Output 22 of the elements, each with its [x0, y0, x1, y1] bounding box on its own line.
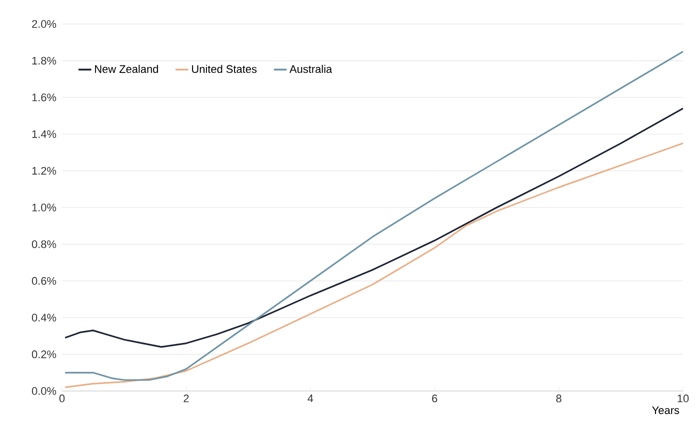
- legend-label: Australia: [289, 64, 332, 73]
- x-tick-label: 0: [59, 394, 65, 402]
- x-axis-title: Years: [652, 406, 680, 414]
- x-tick-label: 10: [678, 394, 689, 402]
- y-tick-label: 1.8%: [32, 56, 56, 65]
- x-tick-label: 6: [432, 394, 438, 402]
- y-tick-label: 0.8%: [32, 240, 56, 248]
- legend-label: United States: [192, 64, 257, 73]
- x-tick-label: 8: [556, 394, 562, 402]
- y-tick-label: 1.0%: [32, 204, 56, 212]
- y-tick-label: 0.0%: [32, 387, 56, 395]
- legend-label: New Zealand: [95, 64, 158, 73]
- y-tick-label: 0.2%: [32, 350, 56, 358]
- x-tick-label: 2: [184, 394, 189, 402]
- y-tick-label: 2.0%: [32, 20, 56, 28]
- y-tick-label: 1.4%: [32, 130, 56, 138]
- y-tick-label: 0.6%: [32, 277, 56, 285]
- y-tick-label: 0.4%: [32, 314, 56, 322]
- x-tick-label: 4: [308, 394, 314, 402]
- line-series: [64, 108, 684, 348]
- y-tick-label: 1.6%: [32, 94, 56, 102]
- y-tick-label: 1.2%: [32, 166, 56, 175]
